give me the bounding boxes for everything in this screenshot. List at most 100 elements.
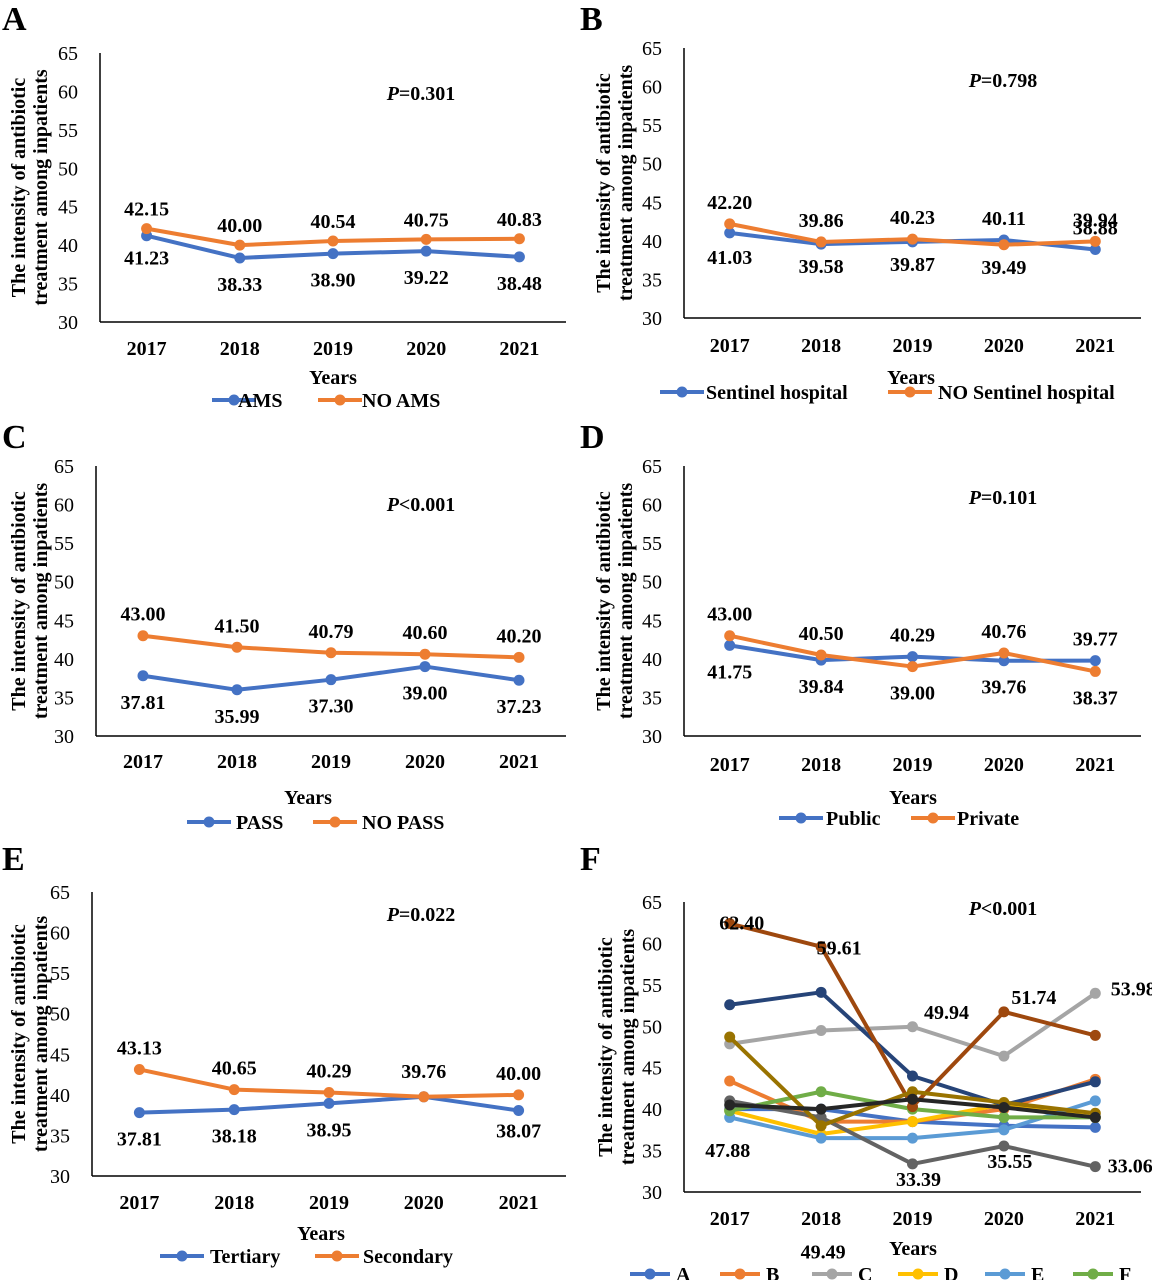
y-tick-label: 55	[642, 975, 662, 997]
data-point	[1089, 655, 1101, 667]
data-point	[998, 239, 1010, 251]
legend-label: A	[676, 1264, 691, 1280]
y-axis-title: The intensity of antibiotictreatment amo…	[593, 65, 637, 301]
chart-panel-f: F 30 35 40 45 50 55 60 65 2017 2018 2019 2020 2021 Yea…	[580, 841, 1152, 1285]
y-tick-label: 50	[50, 1004, 70, 1026]
data-label: 35.99	[215, 706, 260, 728]
data-point	[998, 655, 1010, 667]
data-label: 42.15	[124, 199, 169, 221]
data-point	[724, 1075, 736, 1087]
legend-marker	[999, 1268, 1011, 1280]
legend-label: C	[858, 1264, 872, 1280]
y-tick-label: 50	[58, 158, 78, 180]
data-point	[998, 1101, 1010, 1113]
legend-marker	[795, 812, 807, 824]
chart-panel-d: D 30 35 40 45 50 55 60 65 2017 2018 2019 2020 2021 Yea…	[580, 419, 1141, 830]
y-tick-label: 45	[54, 610, 74, 632]
legend-label: B	[766, 1264, 779, 1280]
data-point	[907, 1158, 918, 1170]
data-label: 38.37	[1073, 687, 1118, 709]
data-point	[907, 1132, 918, 1144]
data-label: 40.20	[497, 625, 542, 647]
data-point	[513, 1089, 525, 1101]
data-point	[907, 1116, 918, 1128]
p-value-label: P=0.022	[386, 904, 456, 926]
data-label: 43.13	[117, 1037, 162, 1059]
data-label: 40.29	[307, 1061, 352, 1083]
data-point	[815, 1103, 827, 1115]
y-axis-title-line: The intensity of antibiotic	[8, 924, 30, 1144]
y-tick-label: 35	[50, 1125, 70, 1147]
data-label: 41.50	[215, 615, 260, 637]
data-point	[513, 251, 525, 263]
y-tick-label: 35	[54, 687, 74, 709]
y-tick-label: 30	[642, 1182, 662, 1204]
y-axis-title-line: The intensity of antibiotic	[593, 491, 615, 711]
data-label: 40.83	[497, 209, 542, 231]
data-point	[724, 639, 736, 651]
y-tick-label: 50	[642, 1016, 662, 1038]
legend-label: Private	[957, 808, 1019, 830]
data-label: 40.76	[981, 621, 1026, 643]
x-tick-label: 2019	[313, 338, 353, 360]
x-tick-label: 2020	[984, 754, 1024, 776]
data-point	[724, 1099, 736, 1111]
data-point	[231, 641, 243, 653]
y-tick-label: 60	[642, 933, 662, 955]
y-axis-title: The intensity of antibiotictreatment amo…	[8, 916, 52, 1152]
y-axis-title-line: The intensity of antibiotic	[593, 73, 615, 293]
panel-label: C	[2, 419, 27, 456]
y-tick-label: 50	[54, 572, 74, 594]
data-label: 43.00	[707, 604, 752, 626]
legend-marker	[334, 394, 346, 406]
p-value-symbol: P	[386, 83, 400, 105]
y-tick-label: 40	[50, 1085, 70, 1107]
data-label: 40.50	[799, 623, 844, 645]
data-label: 40.54	[311, 211, 356, 233]
y-axis-title-line: treatment among inpatients	[617, 929, 639, 1165]
y-axis-title-line: treatment among inpatients	[30, 916, 52, 1152]
data-label: 39.76	[981, 677, 1026, 699]
panel-label: B	[580, 1, 603, 38]
y-axis-title-line: The intensity of antibiotic	[8, 78, 30, 298]
data-point	[724, 1031, 736, 1043]
data-label: 41.75	[707, 661, 752, 683]
legend-label: NO AMS	[362, 390, 440, 412]
data-label: 41.23	[124, 248, 169, 270]
data-label: 38.07	[496, 1121, 541, 1143]
y-tick-label: 60	[54, 495, 74, 517]
y-tick-label: 65	[50, 882, 70, 904]
y-tick-label: 60	[642, 77, 662, 99]
data-point	[907, 1021, 918, 1033]
legend-marker	[644, 1268, 656, 1280]
y-tick-label: 30	[642, 308, 662, 330]
data-label: 51.74	[1011, 987, 1056, 1009]
data-label: 39.00	[403, 683, 448, 705]
data-label: 40.75	[404, 209, 449, 231]
data-label: 43.00	[121, 604, 166, 626]
data-label: 38.33	[217, 274, 262, 296]
data-point	[1089, 1076, 1101, 1088]
data-label: 38.95	[307, 1119, 352, 1141]
data-point	[1089, 1095, 1101, 1107]
data-point	[137, 670, 149, 682]
data-point	[1089, 665, 1101, 677]
x-tick-label: 2020	[984, 335, 1024, 357]
data-point	[1089, 1161, 1101, 1173]
data-label: 35.55	[987, 1151, 1032, 1173]
p-value-symbol: P	[968, 898, 982, 920]
data-point	[815, 1086, 827, 1098]
p-value-text: =0.101	[981, 487, 1037, 509]
p-value-label: P<0.001	[386, 494, 456, 516]
data-label: 39.84	[799, 676, 844, 698]
x-tick-label: 2018	[220, 338, 260, 360]
data-point	[1089, 1029, 1101, 1041]
legend-marker	[329, 816, 341, 828]
y-tick-label: 45	[642, 1058, 662, 1080]
data-label: 37.81	[117, 1129, 162, 1151]
data-label: 38.18	[212, 1126, 257, 1148]
p-value-text: <0.001	[399, 494, 455, 516]
x-axis-title: Years	[887, 367, 935, 389]
y-axis-title: The intensity of antibiotictreatment amo…	[8, 483, 52, 719]
